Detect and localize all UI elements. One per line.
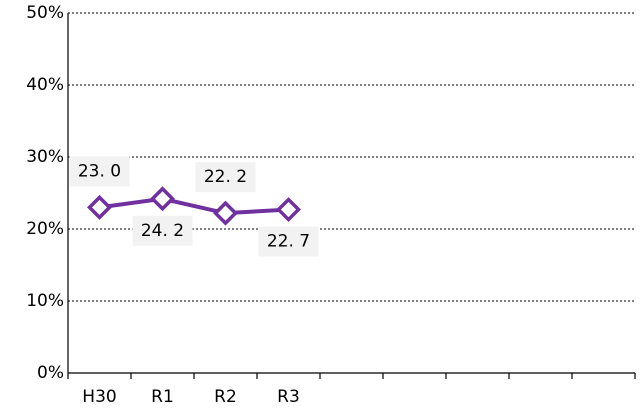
y-tick-label: 30% <box>26 147 64 167</box>
label-bg <box>132 215 193 246</box>
data-label: 23. 0 <box>78 161 121 181</box>
marker <box>150 186 175 212</box>
y-tick-label: 20% <box>26 219 64 239</box>
label-bg <box>195 162 256 193</box>
x-tick-label: R3 <box>277 387 300 407</box>
y-tick-label: 50% <box>26 3 64 23</box>
label-bg <box>258 226 319 257</box>
marker <box>213 200 238 226</box>
y-tick-label: 0% <box>37 363 64 383</box>
data-label: 22. 7 <box>267 232 310 252</box>
x-tick-label: R1 <box>151 387 174 407</box>
y-tick-label: 10% <box>26 291 64 311</box>
data-label: 22. 2 <box>204 167 247 187</box>
marker <box>87 194 112 220</box>
y-tick-label: 40% <box>26 75 64 95</box>
data-label: 24. 2 <box>141 221 184 241</box>
label-bg <box>69 156 130 187</box>
x-tick-label: R2 <box>214 387 237 407</box>
series-line <box>99 196 289 216</box>
marker <box>276 197 301 223</box>
x-tick-label: H30 <box>82 387 116 407</box>
